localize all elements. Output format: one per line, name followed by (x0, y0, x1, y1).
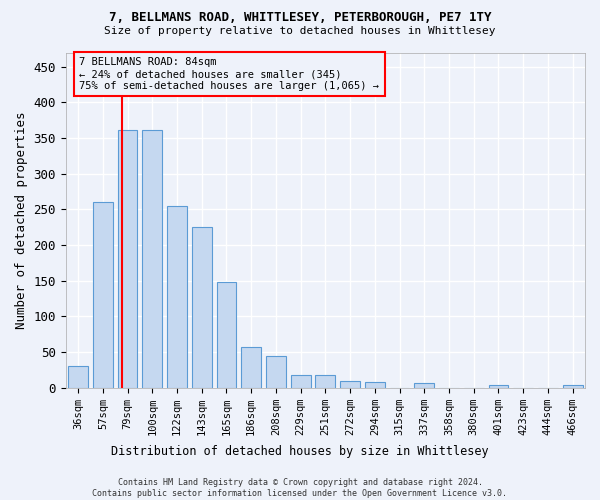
Bar (217, 282, 236, 388)
Bar (93, 202, 113, 388)
Bar (365, 382, 385, 388)
Text: 7 BELLMANS ROAD: 84sqm
← 24% of detached houses are smaller (345)
75% of semi-de: 7 BELLMANS ROAD: 84sqm ← 24% of detached… (79, 58, 379, 90)
Text: 7, BELLMANS ROAD, WHITTLESEY, PETERBOROUGH, PE7 1TY: 7, BELLMANS ROAD, WHITTLESEY, PETERBOROU… (109, 11, 491, 24)
Text: Distribution of detached houses by size in Whittlesey: Distribution of detached houses by size … (111, 444, 489, 458)
Text: Contains HM Land Registry data © Crown copyright and database right 2024.
Contai: Contains HM Land Registry data © Crown c… (92, 478, 508, 498)
Bar (68, 366, 88, 388)
Bar (563, 385, 583, 388)
Bar (291, 375, 311, 388)
Bar (192, 228, 212, 388)
Bar (266, 356, 286, 388)
Bar (167, 206, 187, 388)
Bar (316, 375, 335, 388)
Bar (142, 130, 162, 388)
Y-axis label: Number of detached properties: Number of detached properties (15, 112, 28, 329)
Bar (488, 385, 508, 388)
Bar (241, 347, 261, 388)
Bar (415, 384, 434, 388)
Bar (118, 130, 137, 388)
Text: Size of property relative to detached houses in Whittlesey: Size of property relative to detached ho… (104, 26, 496, 36)
Bar (340, 380, 360, 388)
